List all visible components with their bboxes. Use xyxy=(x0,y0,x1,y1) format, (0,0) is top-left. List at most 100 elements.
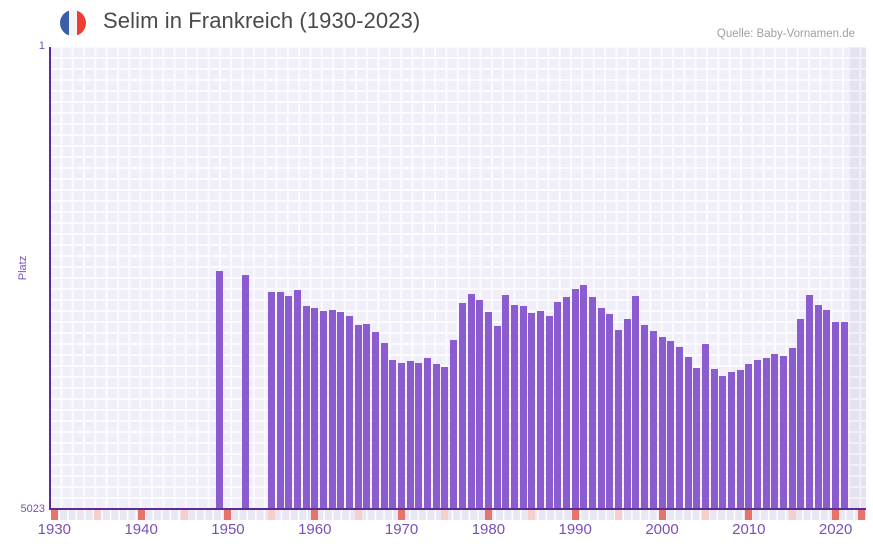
x-axis-tick-label: 1950 xyxy=(211,521,245,538)
bar xyxy=(424,358,432,509)
bar xyxy=(458,303,466,509)
x-axis-tick-label: 2010 xyxy=(732,521,766,538)
bar xyxy=(771,354,779,509)
bar xyxy=(354,325,362,509)
bar xyxy=(441,367,449,509)
y-axis-tick-bottom: 5023 xyxy=(20,503,45,515)
chart-header: Selim in Frankreich (1930-2023) Quelle: … xyxy=(0,0,873,44)
x-axis-marker xyxy=(398,510,406,520)
bar xyxy=(615,330,623,509)
x-axis-marker xyxy=(701,510,709,520)
bar xyxy=(580,285,588,509)
x-axis-tick-label: 1930 xyxy=(37,521,72,538)
bar xyxy=(311,308,319,509)
bar xyxy=(641,325,649,509)
x-axis-marker xyxy=(94,510,102,520)
bar xyxy=(510,305,518,509)
y-axis-line xyxy=(49,47,51,510)
bar xyxy=(745,364,753,509)
x-axis-marker xyxy=(745,510,753,520)
x-axis-marker xyxy=(788,510,796,520)
x-axis-tick-label: 2020 xyxy=(818,521,853,538)
x-axis-marker xyxy=(484,510,492,520)
bar xyxy=(710,369,718,509)
x-axis-tick-label: 1990 xyxy=(558,521,592,538)
bar xyxy=(476,300,484,509)
x-axis-marker xyxy=(354,510,362,520)
bar xyxy=(658,337,666,509)
bar xyxy=(832,322,840,509)
x-axis-marker xyxy=(615,510,623,520)
y-axis-tick-top: 1 xyxy=(38,40,45,52)
bar xyxy=(285,296,293,509)
no-data-grid-lines xyxy=(849,47,866,509)
x-axis-marker xyxy=(224,510,232,520)
bar xyxy=(693,368,701,509)
bar xyxy=(241,275,249,509)
bar xyxy=(467,294,475,509)
x-axis-marker xyxy=(311,510,319,520)
bar xyxy=(840,322,848,509)
bar xyxy=(372,332,380,509)
bar xyxy=(406,361,414,509)
bar xyxy=(684,357,692,509)
x-axis-marker xyxy=(181,510,189,520)
bar xyxy=(606,314,614,509)
bar xyxy=(589,297,597,509)
bar xyxy=(450,340,458,509)
x-axis-marker xyxy=(137,510,145,520)
x-axis-tick-label: 2000 xyxy=(645,521,679,538)
bar xyxy=(797,319,805,509)
chart-title: Selim in Frankreich (1930-2023) xyxy=(103,8,421,33)
x-axis-marker xyxy=(50,510,58,520)
bar xyxy=(484,312,492,509)
bar xyxy=(302,306,310,509)
bar xyxy=(337,312,345,509)
x-axis-marker xyxy=(267,510,275,520)
bar xyxy=(563,297,570,509)
plot-area xyxy=(50,47,866,509)
bar xyxy=(293,290,301,509)
bar xyxy=(267,292,275,509)
bar xyxy=(623,319,631,509)
bar xyxy=(502,295,510,509)
x-axis-marker xyxy=(858,510,866,520)
bar xyxy=(519,306,527,509)
bar xyxy=(363,324,371,509)
x-axis-marker-strip xyxy=(50,510,866,520)
x-axis-marker xyxy=(832,510,840,520)
x-axis-marker xyxy=(658,510,666,520)
x-axis-marker xyxy=(571,510,579,520)
bar xyxy=(398,363,406,509)
source-label: Quelle: Baby-Vornamen.de xyxy=(716,28,855,40)
bar xyxy=(719,376,727,509)
x-axis-marker xyxy=(528,510,536,520)
bar xyxy=(493,326,501,509)
y-axis-label: Platz xyxy=(17,255,29,281)
bar xyxy=(667,341,675,509)
x-axis-tick-label: 1960 xyxy=(298,521,332,538)
bar xyxy=(528,313,536,509)
bar xyxy=(536,311,544,509)
bar xyxy=(649,331,657,509)
bar xyxy=(328,310,336,509)
bar xyxy=(345,316,353,509)
bar xyxy=(432,364,440,509)
bar xyxy=(597,308,605,509)
bar xyxy=(571,289,579,509)
bar xyxy=(632,296,640,509)
bar xyxy=(554,302,562,509)
bar xyxy=(389,360,397,509)
bar xyxy=(780,356,788,509)
bar xyxy=(276,292,284,509)
bar xyxy=(762,358,770,509)
x-axis-tick-label: 1970 xyxy=(384,521,419,538)
bar xyxy=(319,311,327,509)
bar xyxy=(701,344,709,509)
bar xyxy=(545,316,553,509)
bar xyxy=(415,363,423,509)
bar xyxy=(814,305,822,509)
bar xyxy=(380,343,388,509)
bar xyxy=(788,348,796,509)
